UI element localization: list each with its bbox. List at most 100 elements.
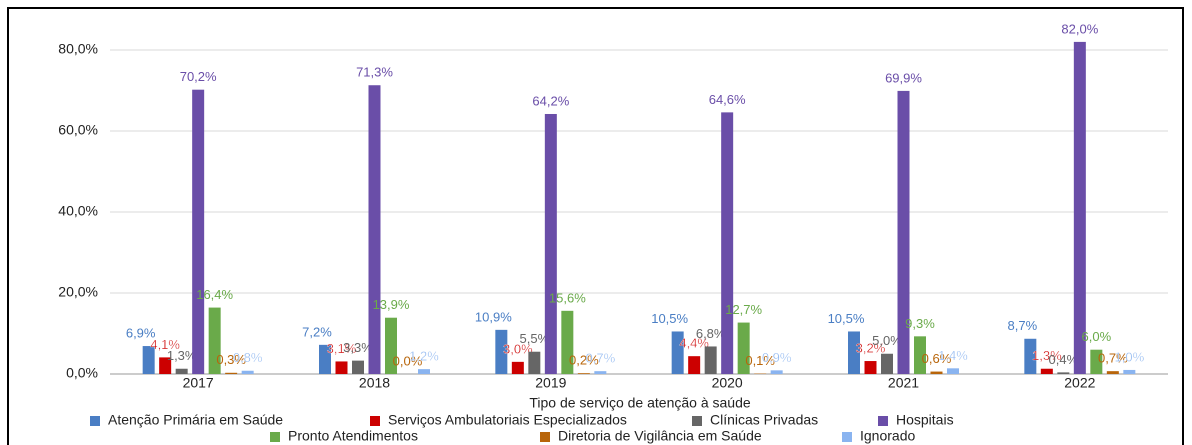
legend-label: Hospitais: [896, 412, 954, 428]
value-label: 64,2%: [532, 93, 569, 108]
bar: [770, 370, 783, 374]
bar: [864, 361, 877, 374]
value-label: 0,1%: [745, 353, 775, 368]
value-label: 9,3%: [905, 316, 935, 331]
x-tick-label: 2017: [183, 375, 214, 391]
y-tick-label: 20,0%: [58, 284, 98, 300]
value-label: 10,5%: [828, 311, 865, 326]
value-label: 64,6%: [709, 92, 746, 107]
value-label: 69,9%: [885, 70, 922, 85]
y-tick-label: 0,0%: [66, 365, 98, 381]
value-label: 1,0%: [1115, 349, 1145, 364]
bar: [352, 360, 364, 374]
x-tick-label: 2019: [535, 375, 566, 391]
legend-swatch: [370, 416, 380, 426]
bar: [544, 113, 557, 375]
legend-swatch: [540, 432, 550, 442]
bar: [192, 89, 205, 374]
x-tick-label: 2020: [712, 375, 743, 391]
bar: [577, 373, 590, 374]
value-label: 3,1%: [327, 341, 357, 356]
legend-label: Ignorado: [860, 428, 915, 444]
bar: [930, 371, 943, 374]
value-label: 10,5%: [651, 311, 688, 326]
bar: [368, 85, 381, 375]
legend-label: Pronto Atendimentos: [288, 428, 418, 444]
value-label: 5,5%: [520, 331, 550, 346]
bar: [594, 371, 607, 374]
value-label: 7,2%: [302, 324, 332, 339]
value-label: 0,0%: [393, 353, 423, 368]
y-tick-label: 80,0%: [58, 41, 98, 57]
value-label: 10,9%: [475, 309, 512, 324]
legend-swatch: [842, 432, 852, 442]
bar: [848, 331, 860, 374]
value-label: 12,7%: [725, 302, 762, 317]
bar: [225, 372, 238, 374]
value-label: 0,7%: [586, 351, 616, 366]
y-tick-label: 60,0%: [58, 122, 98, 138]
value-label: 3,3%: [343, 340, 373, 355]
value-label: 8,7%: [1008, 318, 1038, 333]
bar: [737, 322, 750, 374]
value-label: 0,2%: [569, 353, 599, 368]
value-label: 82,0%: [1061, 21, 1098, 36]
bar: [897, 90, 910, 374]
legend-swatch: [270, 432, 280, 442]
bar: [914, 336, 926, 374]
x-axis-title: Tipo de serviço de atenção à saúde: [529, 395, 751, 411]
bar: [241, 370, 254, 374]
value-label: 3,2%: [856, 340, 886, 355]
bar: [175, 368, 188, 374]
x-tick-label: 2022: [1064, 375, 1095, 391]
bar: [688, 356, 701, 374]
value-label: 0,3%: [216, 352, 246, 367]
legend-swatch: [90, 416, 100, 426]
bar: [528, 351, 541, 374]
value-label: 16,4%: [196, 287, 233, 302]
value-label: 70,2%: [180, 69, 217, 84]
legend-label: Serviços Ambulatoriais Especializados: [388, 412, 627, 428]
value-label: 4,1%: [150, 337, 180, 352]
bar: [335, 361, 348, 374]
bar: [1057, 372, 1070, 374]
value-label: 1,3%: [1032, 348, 1062, 363]
legend-label: Clínicas Privadas: [710, 412, 818, 428]
value-label: 71,3%: [356, 65, 393, 80]
bar: [142, 346, 155, 374]
bar: [1073, 41, 1086, 375]
bar: [1040, 368, 1053, 374]
value-label: 0,7%: [1098, 351, 1128, 366]
value-label: 6,9%: [126, 325, 156, 340]
bar: [511, 361, 524, 374]
value-label: 1,4%: [938, 348, 968, 363]
value-label: 0,4%: [1049, 352, 1079, 367]
bar: [561, 310, 574, 374]
bar: [881, 353, 893, 374]
bar: [319, 344, 331, 374]
value-label: 1,2%: [409, 349, 439, 364]
value-label: 0,6%: [922, 351, 952, 366]
bar: [1024, 338, 1037, 374]
bar: [947, 368, 959, 374]
value-label: 4,4%: [679, 336, 709, 351]
value-label: 15,6%: [549, 290, 586, 305]
value-label: 0,8%: [233, 350, 263, 365]
bar: [1090, 349, 1103, 374]
value-label: 6,0%: [1082, 329, 1112, 344]
legend-label: Atenção Primária em Saúde: [108, 412, 283, 428]
value-label: 3,0%: [503, 341, 533, 356]
value-label: 1,3%: [167, 348, 197, 363]
bar: [418, 369, 430, 374]
bar: [1106, 371, 1119, 374]
y-tick-label: 40,0%: [58, 203, 98, 219]
legend-swatch: [878, 416, 888, 426]
legend-label: Diretoria de Vigilância em Saúde: [558, 428, 762, 444]
bar: [704, 346, 717, 374]
bar: [159, 357, 172, 374]
value-label: 5,0%: [872, 333, 902, 348]
value-label: 0,9%: [762, 350, 792, 365]
bar: [208, 307, 221, 374]
bar: [671, 331, 684, 374]
